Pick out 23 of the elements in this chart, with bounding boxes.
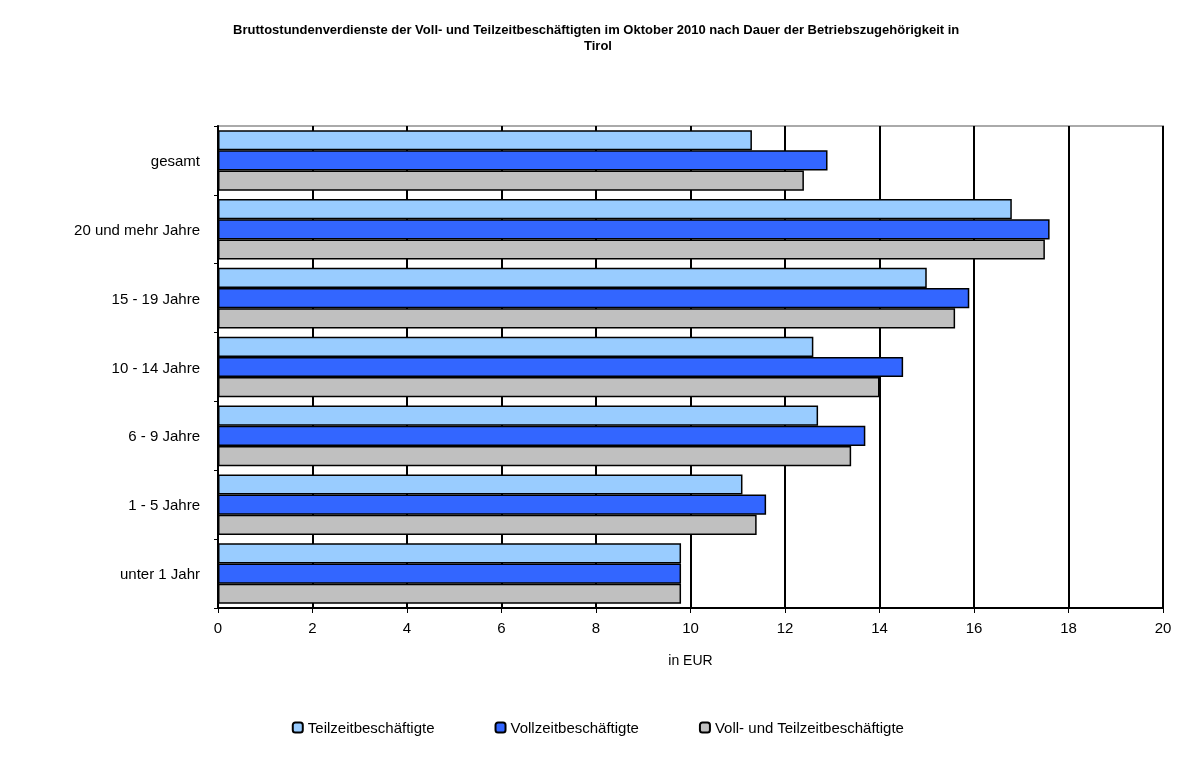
- y-tick-label: 6 - 9 Jahre: [128, 427, 200, 445]
- x-axis-title: in EUR: [668, 652, 713, 668]
- x-tick-label: 14: [871, 619, 888, 636]
- x-tick-label: 18: [1060, 619, 1077, 636]
- x-tick-label: 10: [682, 619, 699, 636]
- x-tick-label: 2: [308, 619, 317, 636]
- x-tick-label: 4: [402, 619, 412, 636]
- x-tick-label: 6: [497, 619, 506, 636]
- chart-title: Bruttostundenverdienste der Voll- und Teilzeitbeschäftigten im Oktober 2010 nach Dauer der Betriebszugehörigkeit in Tirol: [233, 21, 963, 53]
- x-tick-label: 8: [591, 619, 601, 636]
- y-tick-label: unter 1 Jahr: [119, 565, 200, 583]
- y-tick-label: gesamt: [150, 151, 201, 169]
- y-tick-label: 15 - 19 Jahre: [111, 289, 200, 307]
- legend-label: Teilzeitbeschäftigte: [307, 719, 435, 736]
- x-tick-label: 20: [1154, 619, 1172, 636]
- x-tick-label: 0: [213, 619, 223, 636]
- x-tick-label: 16: [965, 619, 983, 636]
- legend-label: Voll- und Teilzeitbeschäftigte: [714, 719, 904, 736]
- x-tick-label: 12: [776, 619, 794, 636]
- y-tick-label: 1 - 5 Jahre: [128, 496, 200, 514]
- y-tick-label: 10 - 14 Jahre: [111, 358, 200, 376]
- y-tick-label: 20 und mehr Jahre: [74, 220, 200, 238]
- legend-label: Vollzeitbeschäftigte: [510, 719, 639, 736]
